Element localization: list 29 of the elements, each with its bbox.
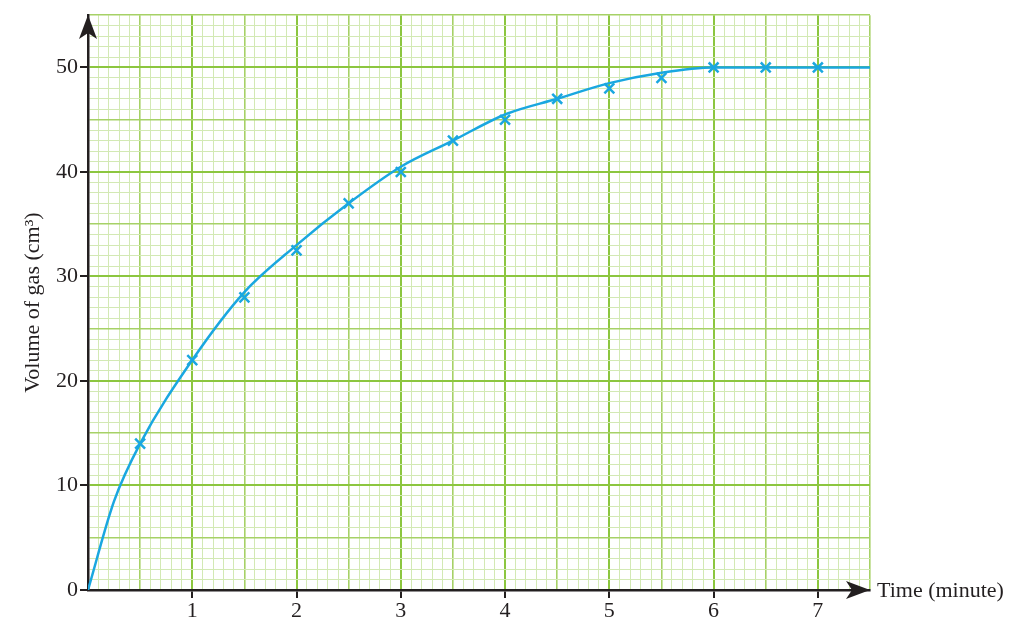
point <box>133 437 147 450</box>
x-axis-title: Time (minute) <box>877 577 1004 603</box>
x-tick-label: 4 <box>499 596 511 622</box>
point <box>238 291 251 304</box>
x-tick-label: 6 <box>708 596 720 622</box>
y-tick-label: 10 <box>56 471 78 497</box>
x-tick-label: 2 <box>291 596 303 622</box>
y-tick-label: 50 <box>56 53 78 79</box>
point <box>394 165 407 179</box>
y-tick-label: 20 <box>56 366 78 392</box>
y-axis-title: Volume of gas (cm³) <box>18 212 44 393</box>
point <box>446 134 460 147</box>
point <box>186 353 199 367</box>
point <box>655 71 668 85</box>
point <box>498 113 512 126</box>
point <box>759 61 772 74</box>
x-tick-label: 5 <box>603 596 615 622</box>
x-tick-label: 7 <box>812 596 824 622</box>
y-tick-label: 0 <box>67 575 78 601</box>
point <box>551 92 564 106</box>
point <box>811 61 825 74</box>
y-tick-label: 40 <box>56 157 78 183</box>
point <box>707 61 720 74</box>
point <box>342 197 355 210</box>
x-tick-label: 1 <box>186 596 198 622</box>
point <box>603 82 616 95</box>
point <box>290 244 303 257</box>
y-tick-label: 30 <box>56 262 78 288</box>
x-tick-label: 3 <box>395 596 407 622</box>
